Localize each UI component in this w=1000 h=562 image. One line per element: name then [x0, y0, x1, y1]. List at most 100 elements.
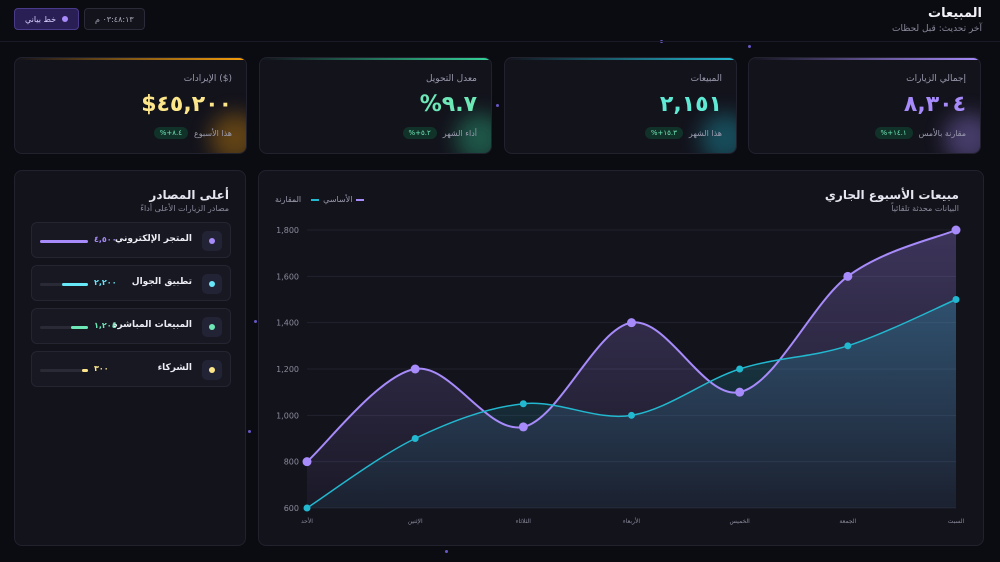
x-tick-label: الأحد — [301, 517, 313, 525]
data-point — [627, 318, 636, 328]
chart-mode-label: خط بياني — [25, 14, 57, 24]
card-accent-bar — [15, 58, 246, 60]
data-point — [735, 387, 745, 397]
data-point — [519, 400, 527, 408]
x-tick-label: السبت — [948, 518, 965, 525]
stat-label: المبيعات — [690, 74, 722, 84]
data-point — [844, 342, 852, 350]
stat-card-conversion[interactable]: معدل التحويل %٩.٧ %+٥.٢ أداء الشهر — [259, 57, 492, 154]
card-glow — [210, 113, 246, 153]
y-tick-label: 1,200 — [276, 365, 299, 374]
header-title-block: المبيعات آخر تحديث: قبل لحظات — [892, 6, 982, 34]
card-accent-bar — [505, 58, 736, 60]
legend-swatch — [311, 198, 320, 201]
source-dot-icon — [202, 360, 222, 380]
series-area — [307, 299, 956, 508]
stat-note: أداء الشهر — [442, 128, 477, 138]
source-dot-icon — [202, 231, 222, 251]
chart-title: مبيعات الأسبوع الجاري — [824, 188, 959, 202]
weekly-sales-chart-panel: 600 800 1,000 1,200 1,400 1,600 1,800 الأحد الإث… — [258, 170, 984, 546]
y-tick-label: 1,000 — [276, 411, 299, 420]
source-name: المبيعات المباشرة — [112, 320, 192, 330]
source-bar-fill — [82, 369, 88, 372]
source-name: الشركاء — [157, 363, 192, 373]
y-tick-label: 1,400 — [276, 319, 299, 328]
sources-title: أعلى المصادر — [149, 188, 229, 202]
legend-label: الأساسي — [323, 195, 353, 204]
stat-label: الإيرادات ($) — [183, 74, 232, 84]
source-row[interactable]: المبيعات المباشرة ١,٢٠٤ — [31, 308, 231, 344]
background-speck — [748, 45, 751, 48]
weekly-sales-chart: 600 800 1,000 1,200 1,400 1,600 1,800 الأحد الإث… — [276, 225, 965, 525]
data-point — [411, 435, 419, 442]
dot-icon — [62, 16, 69, 22]
x-tick-label: الخميس — [730, 518, 751, 525]
legend-swatch — [356, 198, 365, 201]
stat-footer: %+٥.٢ أداء الشهر — [402, 127, 477, 139]
stat-change-badge: %+٥.٢ — [402, 127, 437, 139]
data-point — [302, 457, 312, 467]
y-tick-label: 600 — [284, 504, 299, 513]
stat-card-revenue[interactable]: الإيرادات ($) $٤٥,٢٠٠ %+٨.٤ هذا الأسبوع — [14, 57, 247, 154]
source-bar-track — [40, 240, 88, 243]
chart-subtitle: البيانات محدثة تلقائياً — [891, 204, 959, 213]
background-speck — [248, 430, 251, 433]
source-name: تطبيق الجوال — [131, 277, 192, 287]
card-glow — [700, 113, 736, 153]
chart-legend: المقارنة الأساسي — [275, 195, 365, 204]
data-point — [951, 225, 961, 235]
stat-label: معدل التحويل — [425, 74, 477, 84]
time-display: ٠٣:٤٨:١٣ م — [84, 8, 145, 30]
x-tick-label: الثلاثاء — [516, 518, 532, 525]
source-name: المتجر الإلكتروني — [114, 234, 192, 244]
data-point — [952, 296, 960, 303]
stat-footer: %+٨.٤ هذا الأسبوع — [153, 127, 232, 139]
source-value: ١,٢٠٤ — [94, 321, 117, 330]
stat-footer: %+١٤.١ مقارنة بالأمس — [874, 127, 966, 139]
stat-value: $٤٥,٢٠٠ — [141, 92, 232, 117]
source-row[interactable]: الشركاء ٣٠٠ — [31, 351, 231, 387]
stat-label: إجمالي الزيارات — [906, 74, 966, 84]
source-bar-fill — [61, 283, 88, 286]
source-bar-fill — [71, 326, 88, 329]
stat-value: ٨,٣٠٤ — [903, 92, 966, 117]
top-sources-panel: أعلى المصادر مصادر الزيارات الأعلى أداءً… — [14, 170, 246, 546]
card-accent-bar — [260, 58, 491, 60]
legend-item-base[interactable]: الأساسي — [311, 195, 365, 204]
source-bar-track — [40, 369, 88, 372]
stat-change-badge: %+١٤.١ — [874, 127, 913, 139]
legend-label: المقارنة — [275, 195, 302, 204]
stat-change-badge: %+٨.٤ — [153, 127, 188, 139]
stat-note: مقارنة بالأمس — [918, 128, 966, 138]
stat-card-sales[interactable]: المبيعات ٢,١٥١ %+١٥.٣ هذا الشهر — [504, 57, 737, 154]
legend-item-compare[interactable]: المقارنة — [275, 195, 301, 204]
stat-value: ٢,١٥١ — [659, 92, 722, 117]
y-tick-label: 1,600 — [276, 272, 299, 281]
chart-mode-button[interactable]: خط بياني — [14, 8, 80, 30]
card-accent-bar — [749, 58, 980, 60]
background-speck — [445, 550, 448, 553]
page-title: المبيعات — [928, 6, 982, 21]
data-point — [303, 504, 311, 512]
source-row[interactable]: تطبيق الجوال ٢,٢٠٠ — [31, 265, 231, 301]
y-tick-label: 1,800 — [276, 226, 299, 235]
top-bar: المبيعات آخر تحديث: قبل لحظات ٠٣:٤٨:١٣ م… — [0, 0, 1000, 42]
source-bar-track — [40, 326, 88, 329]
data-point — [410, 364, 420, 374]
page-subtitle: آخر تحديث: قبل لحظات — [891, 24, 982, 34]
source-bar-track — [40, 283, 88, 286]
stat-footer: %+١٥.٣ هذا الشهر — [644, 127, 722, 139]
data-point — [843, 271, 853, 281]
stat-change-badge: %+١٥.٣ — [644, 127, 683, 139]
stat-note: هذا الشهر — [688, 128, 722, 138]
data-point — [736, 365, 744, 373]
source-value: ٤,٥٠٠ — [94, 235, 117, 244]
x-tick-label: الأربعاء — [623, 517, 641, 525]
source-row[interactable]: المتجر الإلكتروني ٤,٥٠٠ — [31, 222, 231, 258]
source-dot-icon — [202, 274, 222, 294]
y-tick-label: 800 — [284, 458, 299, 467]
data-point — [628, 411, 635, 419]
card-glow — [455, 113, 491, 153]
stat-card-visits[interactable]: إجمالي الزيارات ٨,٣٠٤ %+١٤.١ مقارنة بالأ… — [748, 57, 981, 154]
source-bar-fill — [40, 240, 88, 243]
